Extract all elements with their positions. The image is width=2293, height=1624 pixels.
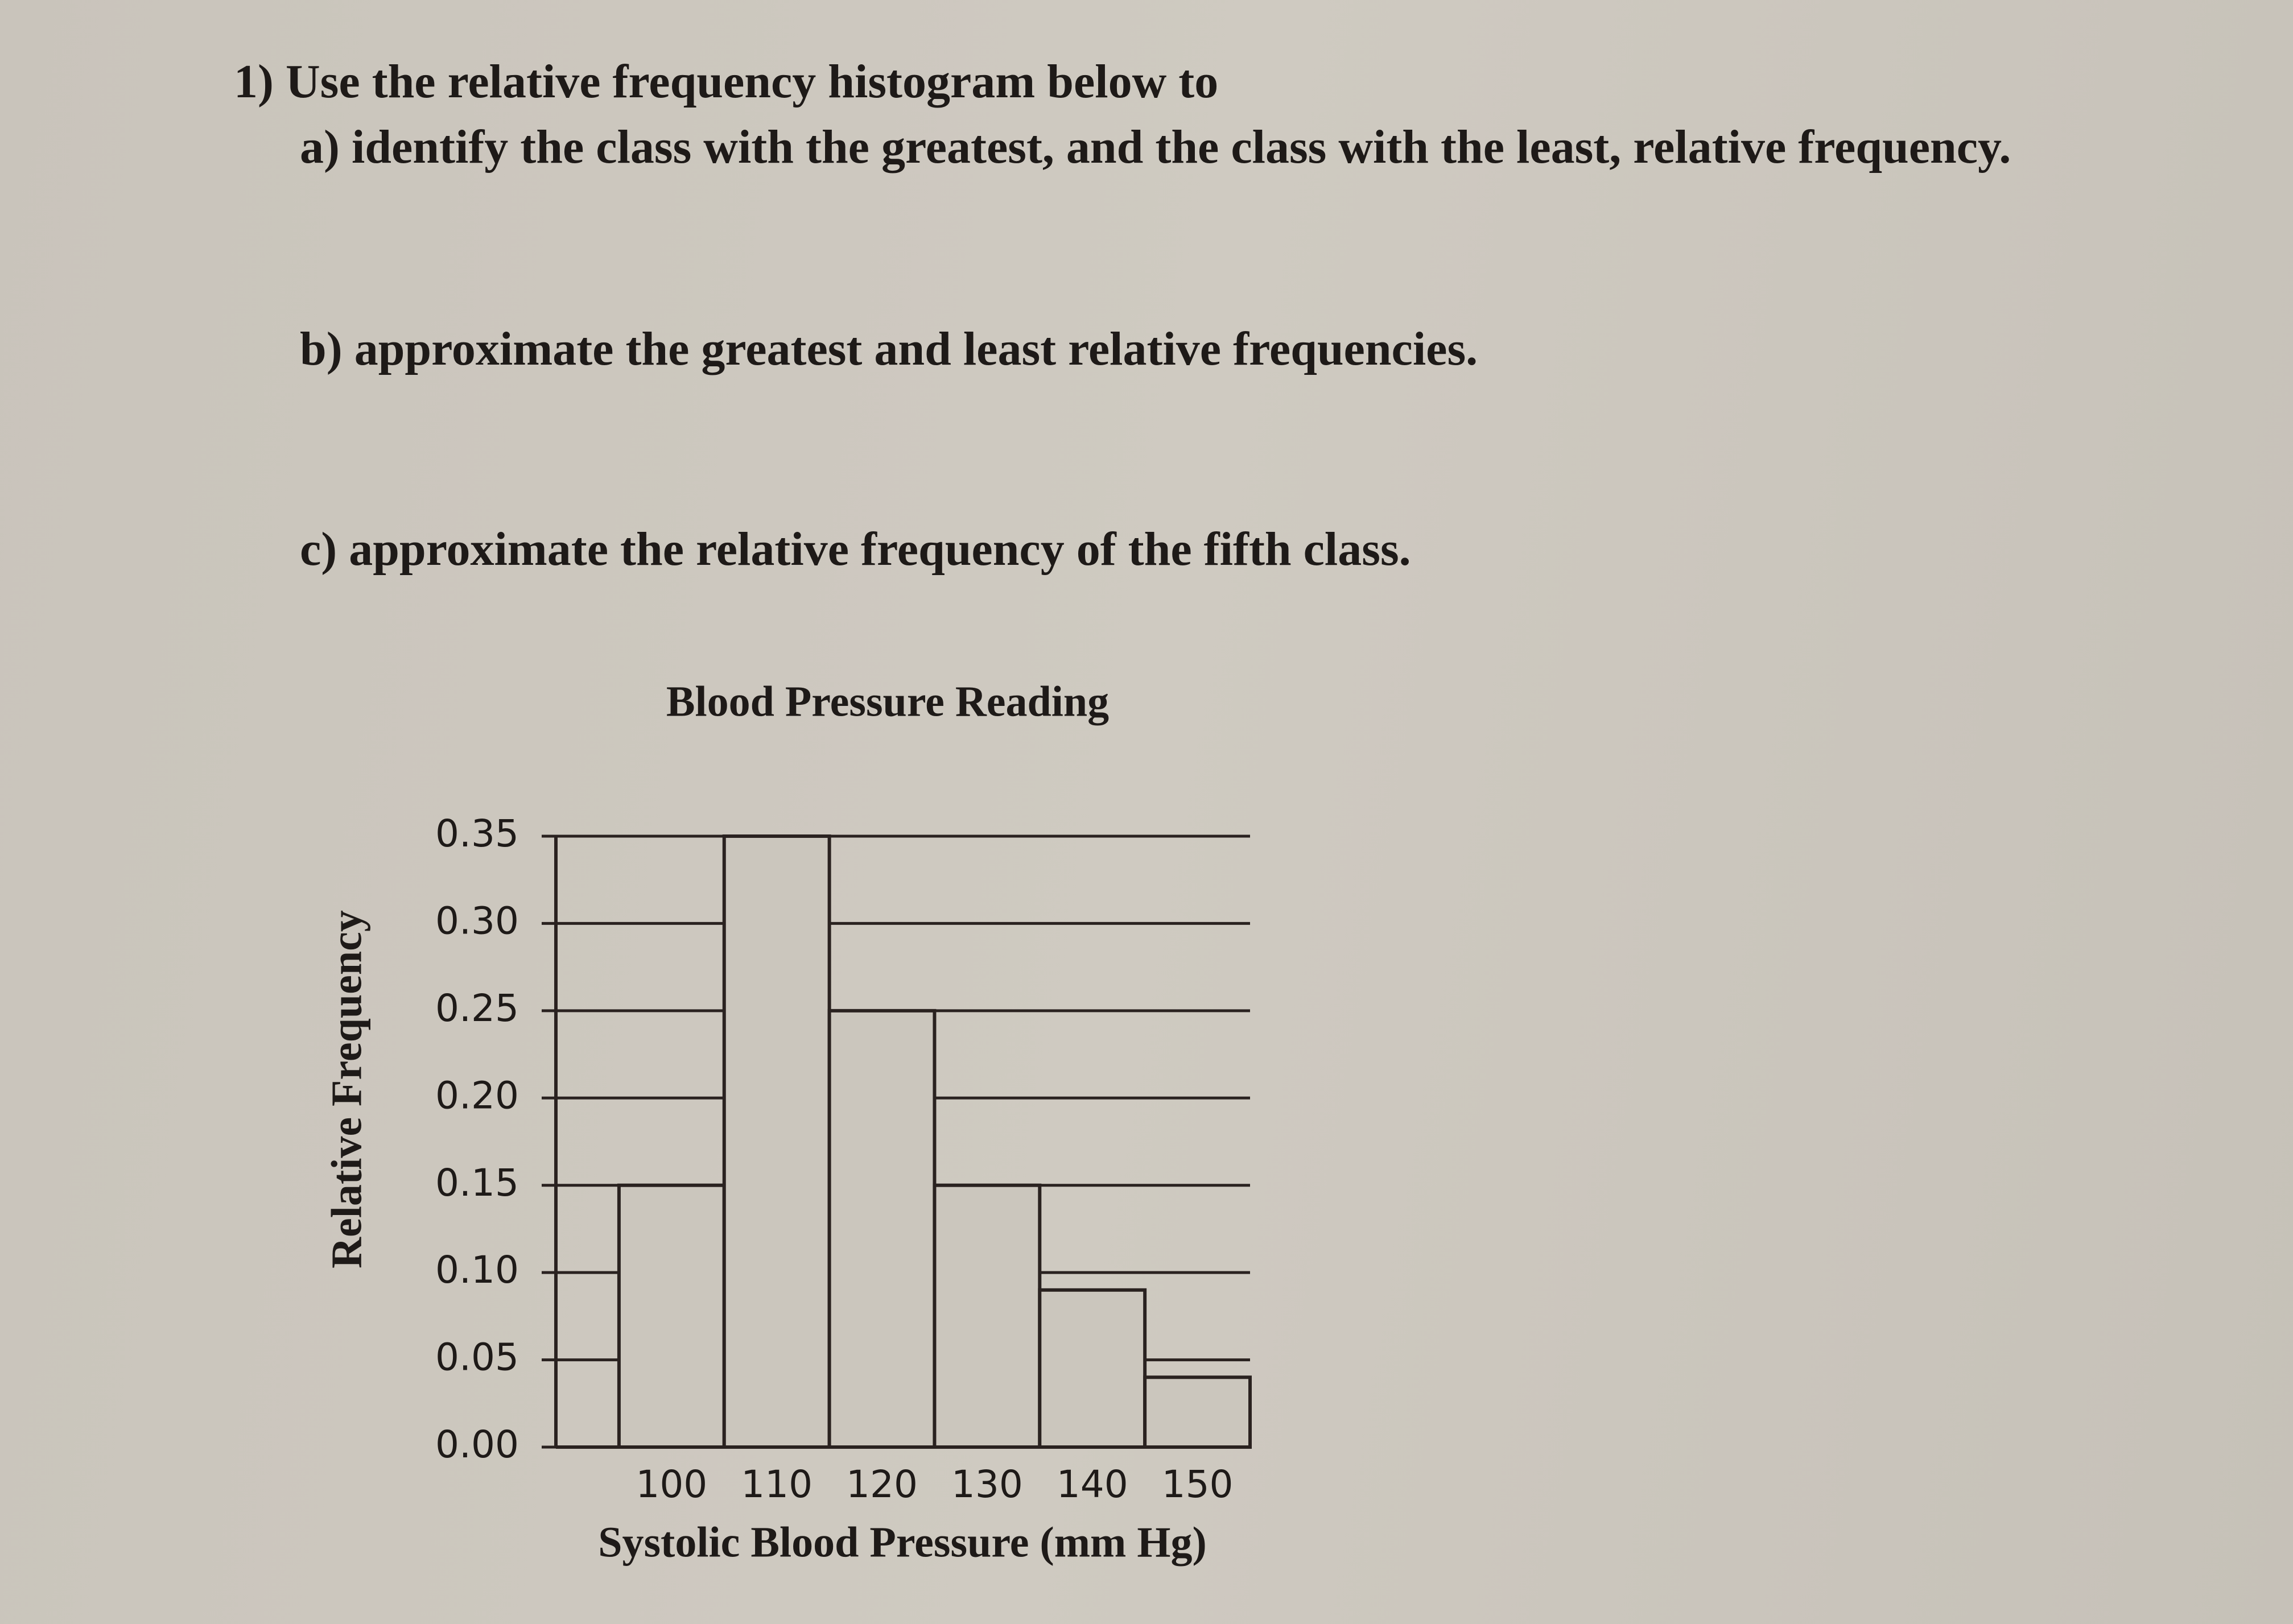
x-tick-label: 110	[741, 1462, 813, 1506]
y-tick-label: 0.00	[435, 1423, 519, 1466]
y-tick-label: 0.05	[435, 1336, 519, 1379]
y-tick-label: 0.25	[435, 986, 519, 1030]
question-part: a) identify the class with the greatest,…	[300, 121, 2011, 173]
bar	[722, 834, 831, 1449]
x-tick-label: 120	[846, 1462, 918, 1506]
y-tick-label: 0.30	[435, 899, 519, 943]
y-tick-label: 0.20	[435, 1073, 519, 1117]
x-tick-label: 130	[951, 1462, 1023, 1506]
bar	[1143, 1375, 1252, 1449]
bar	[617, 1183, 726, 1449]
x-tick-label: 100	[636, 1462, 707, 1506]
y-tick-label: 0.10	[435, 1248, 519, 1292]
y-tick-label: 0.35	[435, 812, 519, 856]
question-part: c) approximate the relative frequency of…	[300, 523, 1411, 576]
bar	[933, 1183, 1042, 1449]
question-part: b) approximate the greatest and least re…	[300, 323, 1478, 375]
x-tick-label: 150	[1162, 1462, 1234, 1506]
x-tick-label: 140	[1057, 1462, 1128, 1506]
x-axis-title: Systolic Blood Pressure (mm Hg)	[598, 1518, 1207, 1566]
bar	[827, 1009, 937, 1449]
bar	[1038, 1288, 1147, 1449]
y-axis-title: Relative Frequency	[323, 910, 370, 1268]
chart-title: Blood Pressure Reading	[666, 677, 1109, 725]
y-tick-label: 0.15	[435, 1161, 519, 1205]
question: 1) Use the relative frequency histogram …	[234, 55, 1219, 108]
